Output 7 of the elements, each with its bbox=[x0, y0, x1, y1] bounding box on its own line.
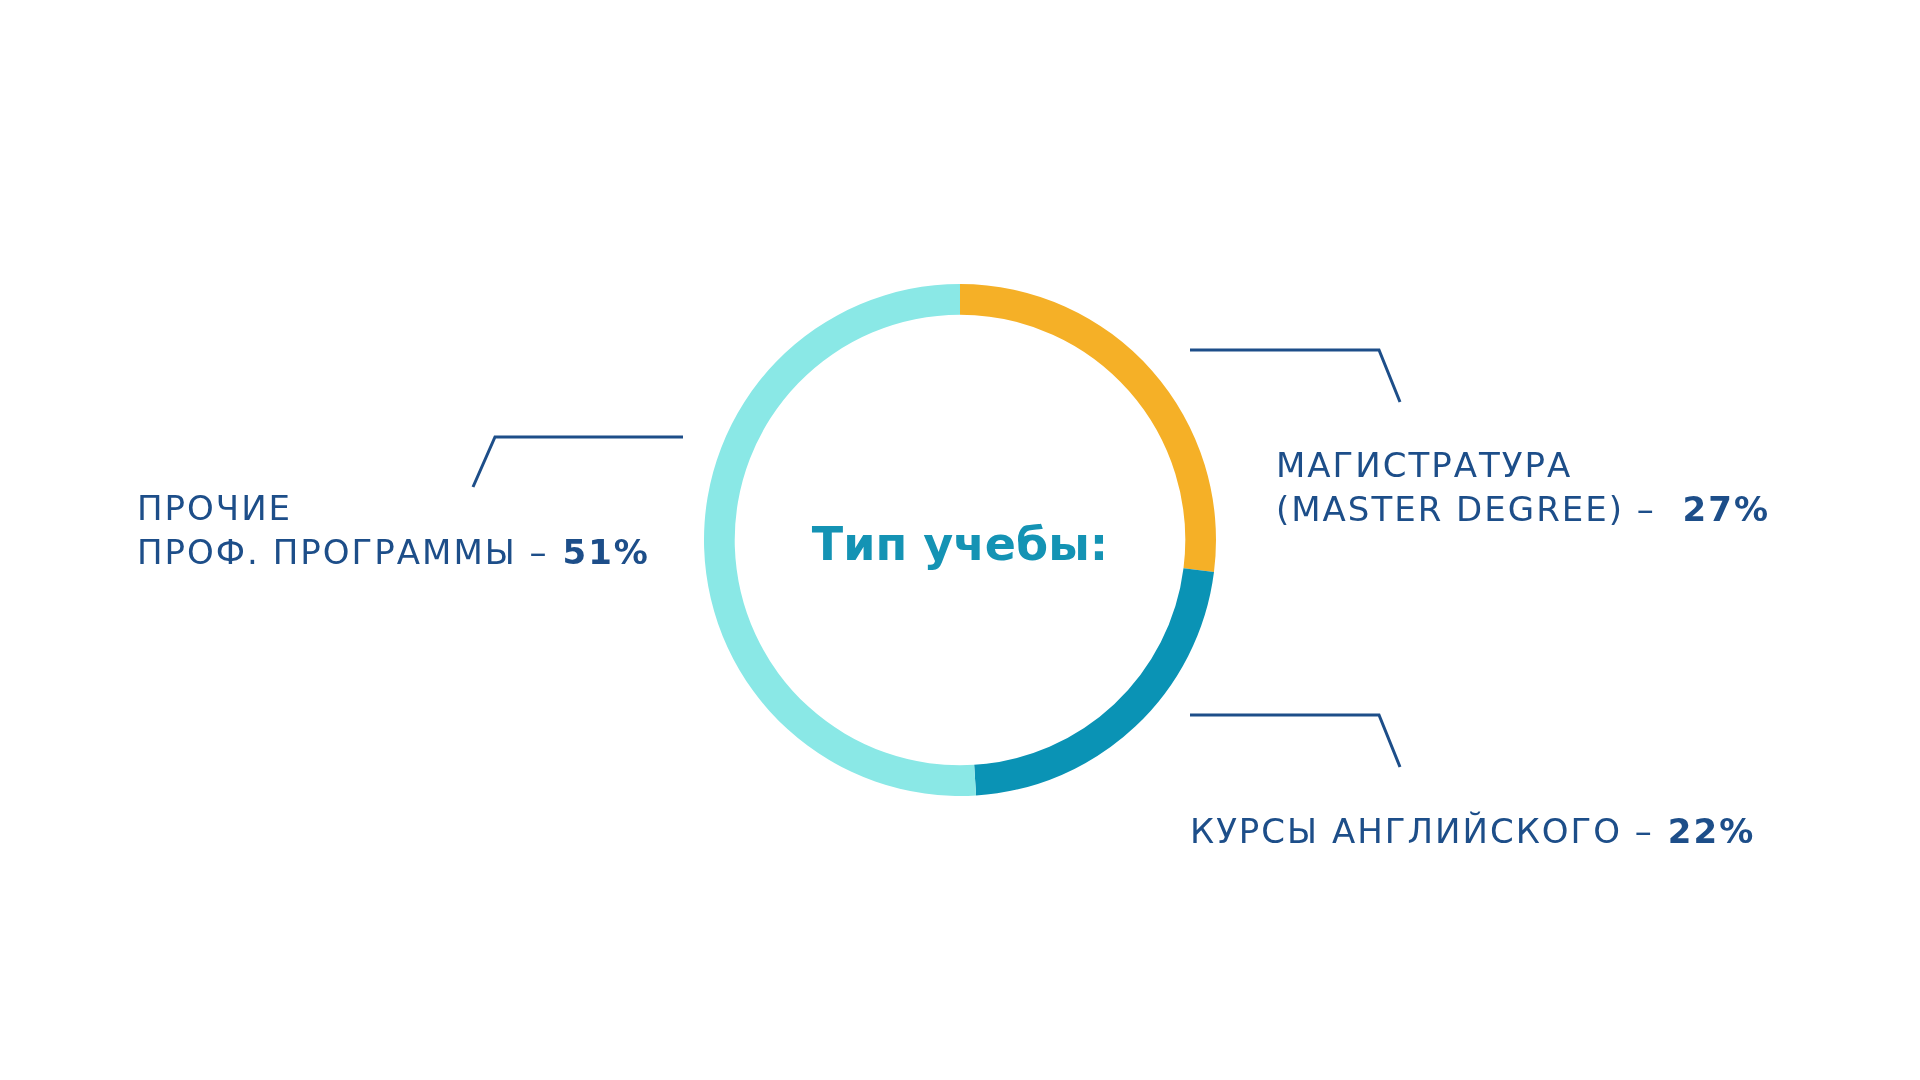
data-label: 27% bbox=[1682, 488, 1770, 529]
slice-label: КУРСЫ АНГЛИЙСКОГО – bbox=[1190, 810, 1654, 851]
data-label: 51% bbox=[562, 531, 650, 572]
slice-label: МАГИСТРАТУРА (MASTER DEGREE) – bbox=[1276, 444, 1669, 529]
data-label: 22% bbox=[1667, 810, 1756, 851]
text: Тип учебы: bbox=[811, 516, 1109, 571]
slice-label: ПРОЧИЕ ПРОФ. ПРОГРАММЫ – bbox=[137, 487, 549, 572]
